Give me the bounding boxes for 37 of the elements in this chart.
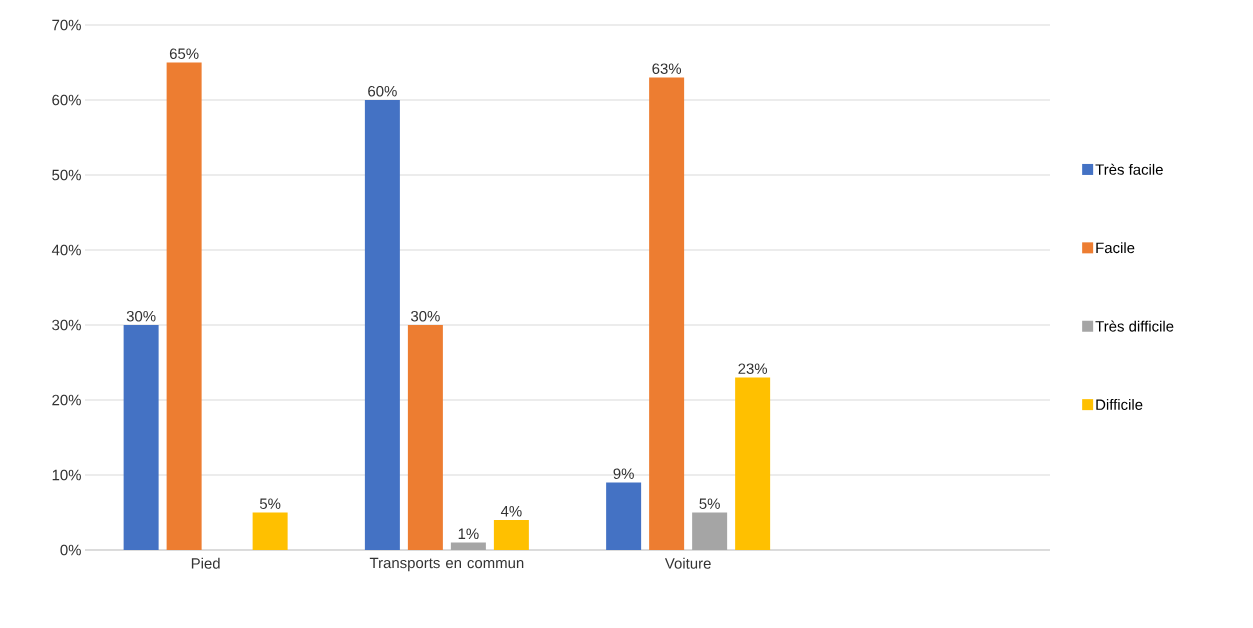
- bar: [166, 62, 202, 550]
- data-label: 9%: [613, 468, 634, 479]
- bar: [252, 512, 288, 550]
- y-tick-label: 10%: [52, 469, 81, 481]
- bar: [123, 325, 159, 550]
- bar: [606, 482, 642, 550]
- data-label: 1%: [458, 528, 479, 539]
- y-tick-label: 40%: [51, 244, 81, 256]
- bar: [407, 325, 443, 550]
- y-tick-label: 20%: [52, 394, 81, 406]
- bar: [450, 542, 486, 550]
- data-label: 5%: [699, 498, 720, 509]
- bar: [735, 377, 771, 550]
- data-label: 65%: [169, 48, 199, 59]
- data-label: 4%: [500, 506, 522, 517]
- bar: [493, 520, 529, 550]
- data-label: 30%: [410, 310, 440, 322]
- y-tick-label: 60%: [52, 94, 81, 106]
- data-label: 63%: [652, 63, 682, 74]
- data-label: 30%: [126, 310, 156, 322]
- legend-label: Très facile: [1095, 163, 1163, 175]
- bar: [364, 100, 400, 550]
- bar: [649, 77, 685, 550]
- x-tick-label: Pied: [191, 557, 220, 569]
- data-label: 23%: [738, 363, 768, 374]
- x-tick-label: Transports en commun: [369, 557, 524, 572]
- data-label: 5%: [259, 498, 281, 509]
- legend-label: Très difficile: [1095, 320, 1174, 332]
- legend-label: Difficile: [1096, 398, 1143, 410]
- data-label: 60%: [368, 85, 397, 97]
- x-tick-label: Voiture: [664, 557, 711, 569]
- bar: [692, 512, 728, 550]
- legend-label: Facile: [1096, 242, 1135, 254]
- y-tick-label: 70%: [52, 19, 81, 31]
- y-tick-label: 30%: [52, 319, 81, 331]
- y-tick-label: 50%: [52, 169, 81, 181]
- y-tick-label: 0%: [60, 544, 81, 556]
